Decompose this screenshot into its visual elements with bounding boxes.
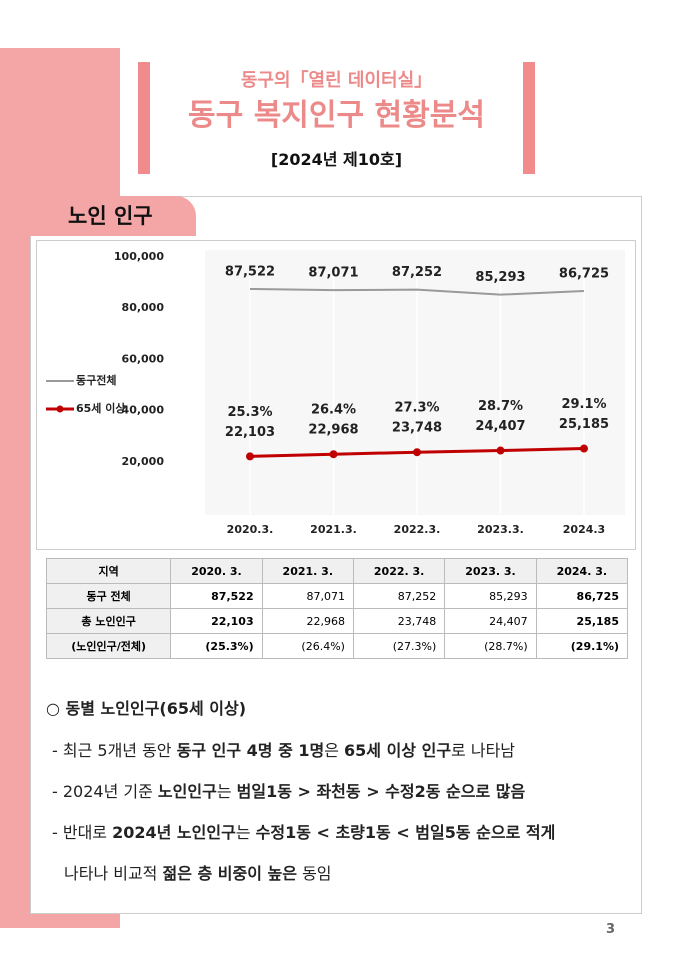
table-row: 지역 2020. 3. 2021. 3. 2022. 3. 2023. 3. 2024. … (45, 558, 629, 584)
note-text: - 2024년 기준 (52, 782, 158, 801)
title-box (150, 62, 523, 174)
value-label: 87,252 (392, 265, 442, 280)
point (580, 444, 588, 453)
note-text: 범일1동 > 좌천동 > 수정2동 순으로 많음 (236, 782, 526, 801)
note-text: 동임 (296, 864, 332, 883)
table-wrap: 지역 2020. 3. 2021. 3. 2022. 3. 2023. 3. 2024. … (45, 558, 629, 659)
page-number: 3 (606, 922, 616, 937)
notes-heading: ○ 동별 노인인구(65세 이상) (46, 699, 247, 718)
table-cell: (26.4%) (261, 633, 354, 659)
table-cell: 총 노인인구 (45, 608, 172, 634)
note-text: 는 (235, 823, 256, 842)
legend-label: 65세 이상 (76, 401, 126, 415)
note-text: 수정1동 < 초량1동 < 범일5동 순으로 적게 (255, 823, 556, 842)
note-text: 은 (324, 741, 345, 760)
note-line: 나타나 비교적 젊은 층 비중이 높은 동임 (46, 860, 555, 901)
table-cell: 87,522 (170, 583, 263, 609)
series-line (249, 287, 585, 296)
note-text: 노인인구 (157, 782, 217, 801)
value-label: 87,522 (225, 264, 275, 279)
note-text: 젊은 층 비중이 높은 (162, 864, 297, 883)
note-text: - 최근 5개년 동안 (52, 741, 177, 760)
y-tick-label: 100,000 (114, 250, 164, 263)
table-cell: (27.3%) (352, 633, 446, 659)
point (413, 448, 421, 457)
legend-label: 동구전체 (76, 373, 116, 387)
y-tick-label: 20,000 (122, 455, 165, 468)
section-tab: 노인 인구 (30, 196, 196, 236)
table-cell: 23,748 (352, 608, 446, 634)
point (246, 452, 254, 461)
table-cell: 동구 전체 (45, 583, 172, 609)
title-bar-left (138, 62, 150, 174)
x-tick-label: 2020.3. (227, 523, 274, 536)
table-cell: 25,185 (535, 608, 629, 634)
note-text: 는 (216, 782, 237, 801)
table-cell: 85,293 (444, 583, 537, 609)
note-text: 2024년 노인인구 (112, 823, 236, 842)
value-label: 23,748 (392, 421, 442, 436)
note-text: 65세 이상 인구 (344, 741, 452, 760)
share-label: 27.3% (394, 401, 439, 416)
table-row: 총 노인인구 22,103 22,968 23,748 24,407 25,185 (45, 608, 629, 634)
share-label: 29.1% (561, 397, 606, 412)
value-label: 25,185 (559, 417, 609, 432)
value-label: 22,103 (225, 425, 275, 440)
y-tick-label: 60,000 (122, 352, 165, 365)
issue: [2024년 제10호] (270, 150, 403, 169)
point (496, 446, 505, 455)
value-label: 22,968 (308, 423, 358, 438)
note-line: - 반대로 2024년 노인인구는 수정1동 < 초량1동 < 범일5동 순으로… (46, 819, 555, 860)
share-label: 25.3% (227, 405, 272, 420)
value-label: 86,725 (559, 266, 609, 281)
table-cell: 87,071 (261, 583, 354, 609)
y-tick-label: 40,000 (122, 404, 165, 417)
table-cell: (25.3%) (170, 633, 263, 659)
table-cell: 2021. 3. (261, 558, 354, 584)
table-cell: (노인인구/전체) (45, 633, 172, 659)
legend-marker (56, 405, 64, 413)
x-tick-label: 2024.3 (563, 523, 605, 536)
table-cell: 2020. 3. (170, 558, 263, 584)
table-row: (노인인구/전체) (25.3%) (26.4%) (27.3%) (28.7%) (29… (45, 633, 629, 659)
table-cell: 2022. 3. (352, 558, 446, 584)
note-text: 동구 인구 4명 중 1명 (176, 741, 325, 760)
table-cell: 22,968 (261, 608, 354, 634)
table: 지역 2020. 3. 2021. 3. 2022. 3. 2023. 3. 2024. … (45, 558, 629, 659)
table-cell: 24,407 (444, 608, 537, 634)
value-label: 87,071 (308, 266, 358, 281)
chart: 20,000 40,000 60,000 80,000 100,000 2020.3. 20… (36, 240, 636, 550)
title-bar-right (523, 62, 535, 174)
table-cell: 86,725 (535, 583, 629, 609)
value-label: 85,293 (475, 270, 525, 285)
title: 동구 복지인구 현황분석 (188, 98, 485, 133)
share-label: 26.4% (311, 403, 356, 418)
table-cell: (29.1%) (535, 633, 629, 659)
value-label: 24,407 (475, 419, 525, 434)
x-tick-label: 2021.3. (310, 523, 357, 536)
note-text: 로 나타남 (451, 741, 516, 760)
point (329, 450, 338, 459)
note-line: - 2024년 기준 노인인구는 범일1동 > 좌천동 > 수정2동 순으로 많… (46, 778, 555, 819)
y-tick-label: 80,000 (122, 301, 165, 314)
table-cell: 지역 (45, 558, 172, 584)
table-cell: 22,103 (170, 608, 263, 634)
notes: ○ 동별 노인인구(65세 이상) - 최근 5개년 동안 동구 인구 4명 중 … (46, 695, 555, 901)
x-tick-label: 2023.3. (477, 523, 524, 536)
table-cell: 87,252 (352, 583, 446, 609)
table-cell: 2023. 3. (444, 558, 537, 584)
plot-area (205, 250, 625, 515)
subtitle: 동구의「열린 데이터실」 (240, 70, 433, 91)
table-cell: (28.7%) (444, 633, 537, 659)
table-row: 동구 전체 87,522 87,071 87,252 85,293 86,725 (45, 583, 629, 609)
note-line: - 최근 5개년 동안 동구 인구 4명 중 1명은 65세 이상 인구로 나타… (46, 737, 555, 778)
note-text: - 반대로 (52, 823, 113, 842)
note-text: 나타나 비교적 (64, 864, 163, 883)
table-cell: 2024. 3. (535, 558, 629, 584)
x-tick-label: 2022.3. (394, 523, 441, 536)
share-label: 28.7% (478, 399, 523, 414)
